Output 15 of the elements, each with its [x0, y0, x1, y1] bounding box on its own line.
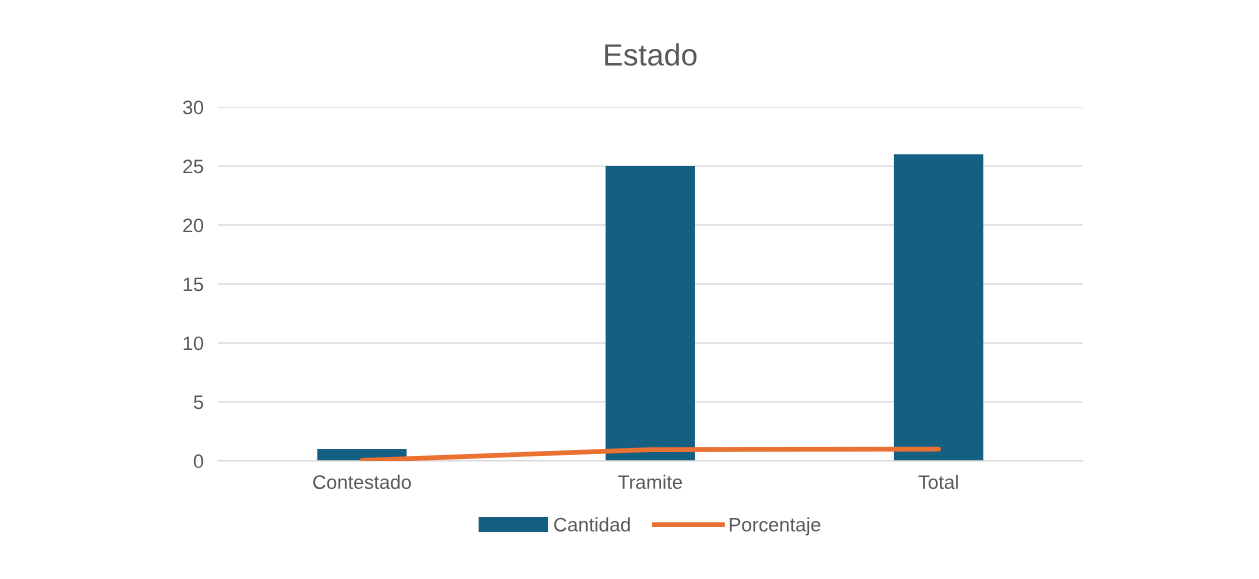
y-tick-label: 20 [183, 218, 204, 233]
y-tick-label: 0 [193, 454, 204, 469]
x-tick-label: Contestado [313, 474, 411, 490]
legend-label: Cantidad [554, 517, 630, 532]
y-tick-label: 5 [193, 395, 204, 410]
y-tick-label: 15 [183, 277, 204, 292]
y-tick-label: 30 [183, 100, 204, 115]
bar [605, 166, 695, 461]
bar [893, 154, 984, 461]
legend-label: Porcentaje [729, 517, 821, 536]
x-tick-label: Total [918, 474, 958, 490]
chart-title: Estado [605, 43, 697, 66]
y-tick-label: 25 [183, 159, 204, 174]
x-tick-label: Tramite [618, 474, 682, 490]
y-tick-label: 10 [183, 336, 204, 351]
